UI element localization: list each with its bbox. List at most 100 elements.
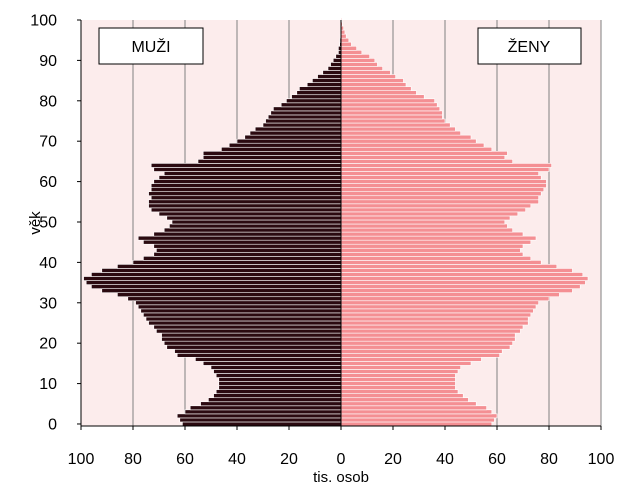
male-bar [221,146,342,152]
male-bar [158,211,342,217]
male-bar [208,397,342,403]
male-bar [179,417,342,423]
male-bar [176,413,342,419]
male-bar [215,389,342,394]
x-tick-label: 60 [176,451,194,468]
male-bar [148,191,342,197]
female-bar [340,340,513,346]
male-bar [166,215,342,221]
female-bar [340,320,529,326]
male-bar [153,179,342,184]
male-bar [296,90,342,96]
female-bar [340,82,407,87]
male-bar [150,183,342,188]
male-bar [202,150,342,156]
female-bar [340,195,539,201]
male-bar [156,247,342,253]
female-bar [340,251,524,257]
male-bar [153,243,342,249]
female-bar [340,118,446,124]
male-bar [153,167,342,172]
x-tick-label: 40 [228,451,246,468]
male-bar [83,276,342,281]
male-bar [143,256,342,261]
y-tick-label: 0 [48,416,57,433]
female-bar [340,417,495,423]
y-tick-label: 80 [39,93,57,110]
female-bar [340,54,370,59]
female-bar [340,134,472,140]
male-bar [174,348,342,354]
male-bar [202,155,342,160]
female-bar [340,90,417,96]
female-bar [340,344,511,350]
female-bar [340,304,537,310]
female-bar [340,211,519,217]
female-bar [340,377,456,382]
male-bar [270,110,342,116]
male-bar [332,58,342,63]
female-bar [340,280,586,285]
female-bar [340,70,391,75]
female-bar [340,369,459,374]
male-bar [163,227,342,233]
female-bar [340,58,376,63]
male-bar [244,134,342,140]
female-bar [340,114,443,120]
male-bar [145,316,342,322]
male-bar [163,340,342,346]
female-bar [340,155,506,160]
female-bar [340,328,521,334]
male-bar [280,102,342,108]
female-bar [340,138,477,144]
female-bar [340,361,472,366]
male-bar [161,336,342,342]
x-tick-labels: 100 80 60 40 20 0 20 40 60 80 100 [68,426,615,468]
male-bar [330,62,342,67]
female-bar [340,110,443,116]
female-bar [340,389,459,394]
male-bar [85,280,342,285]
male-bar [228,142,342,148]
male-bar [213,369,342,374]
female-bar [340,268,573,273]
female-bar [340,207,526,213]
female-bar [340,239,532,245]
male-bar [137,304,342,310]
male-bar [143,312,342,318]
female-bar [340,41,352,47]
female-bar [340,312,532,318]
female-bar [340,365,461,370]
male-bar [200,401,342,407]
y-tick-label: 20 [39,336,57,353]
y-tick-label: 100 [30,13,57,30]
female-bar [340,316,529,322]
female-bar [340,413,498,419]
male-bar [218,381,342,386]
female-bar [340,191,542,197]
x-tick-label: 60 [488,451,506,468]
female-bars [340,17,589,427]
x-tick-label: 100 [588,451,615,468]
male-bar [317,74,342,79]
female-bar [340,300,539,306]
female-bar [340,78,404,83]
male-bar [306,82,342,87]
female-bar [340,66,383,71]
male-bar [169,223,342,229]
legend-female-box: ŽENY [477,27,582,65]
male-bars [83,17,342,427]
male-bar [153,324,342,330]
x-tick-label: 20 [280,451,298,468]
female-bar [340,146,493,152]
male-bar [312,78,342,83]
female-bar [340,409,493,415]
female-bar [340,256,532,261]
legend-female-label: ŽENY [508,37,551,56]
y-tick-label: 50 [39,214,57,231]
male-bar [335,54,342,59]
female-bar [340,393,464,399]
female-bar [340,308,534,314]
y-tick-label: 10 [39,376,57,393]
